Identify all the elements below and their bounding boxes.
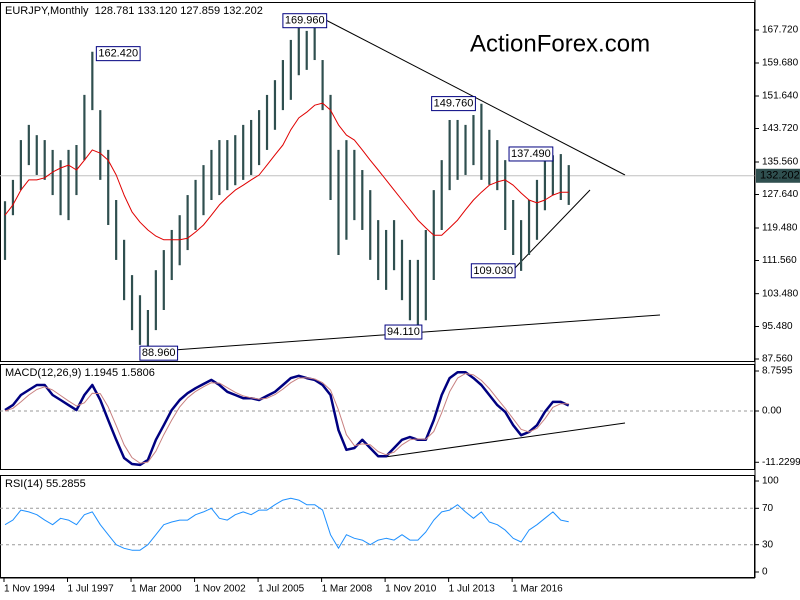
annotation: 94.110	[384, 324, 423, 340]
y-tick-label: 0.00	[762, 406, 782, 417]
y-tick-label: 111.560	[762, 255, 797, 266]
trend-line	[384, 422, 626, 458]
x-tick-label: 1 Nov 1994	[4, 584, 56, 595]
y-tick-label: -11.2299	[762, 457, 800, 468]
pane-title: MACD(12,26,9) 1.1945 1.5806	[5, 367, 155, 379]
y-tick-label: 8.7595	[762, 366, 793, 377]
annotation-box	[470, 263, 516, 279]
annotation-label: 94.110	[387, 326, 420, 338]
x-tick-label: 1 Jul 1997	[68, 584, 115, 595]
annotation-label: 169.960	[285, 15, 325, 27]
y-tick-label: 70	[762, 503, 774, 514]
pane-title: EURJPY,Monthly 128.781 133.120 127.859 1…	[5, 5, 263, 17]
x-tick-label: 1 Nov 2002	[195, 584, 247, 595]
y-tick-label: 100	[762, 476, 779, 487]
y-tick-label: 167.720	[762, 25, 799, 36]
indicator-line	[4, 497, 569, 551]
y-tick-label: 0	[762, 567, 768, 578]
annotation-box	[431, 96, 476, 112]
indicator-line	[4, 370, 570, 467]
annotation-label: 149.760	[434, 98, 474, 110]
x-tick-label: 1 Mar 2000	[131, 584, 182, 595]
y-tick-label: 127.640	[762, 189, 799, 200]
annotation-label: 137.490	[511, 148, 551, 160]
annotation: 149.760	[431, 96, 476, 112]
y-tick-label: 159.680	[762, 58, 799, 69]
trend-line	[319, 16, 626, 176]
pane-title: RSI(14) 55.2855	[5, 478, 86, 490]
last-price-label: 132.202	[760, 170, 800, 182]
y-tick-label: 30	[762, 539, 774, 550]
indicator-line	[4, 102, 569, 241]
y-tick-label: 143.720	[762, 123, 799, 134]
x-tick-label: 1 Jul 2005	[258, 584, 305, 595]
annotation: 169.960	[282, 13, 328, 29]
x-tick-label: 1 Mar 2016	[512, 584, 563, 595]
y-tick-label: 87.560	[762, 354, 793, 365]
y-tick-label: 103.480	[762, 288, 799, 299]
y-tick-label: 135.560	[762, 157, 799, 168]
annotation-label: 162.420	[98, 48, 138, 60]
annotation-box	[282, 13, 328, 29]
annotation-box	[139, 345, 179, 361]
annotation-label: 88.960	[142, 347, 176, 359]
annotation-box	[95, 46, 141, 62]
x-tick-label: 1 Nov 2010	[385, 584, 437, 595]
annotation-label: 109.030	[473, 265, 513, 277]
last-price-box	[756, 168, 800, 183]
indicator-line	[4, 373, 569, 464]
annotation: 88.960	[139, 345, 179, 361]
y-tick-label: 95.480	[762, 321, 793, 332]
watermark: ActionForex.com	[470, 30, 650, 57]
x-tick-label: 1 Mar 2008	[322, 584, 373, 595]
annotation: 137.490	[508, 146, 554, 162]
y-tick-label: 151.640	[762, 91, 799, 102]
annotation: 109.030	[470, 263, 516, 279]
annotation: 162.420	[95, 46, 141, 62]
x-tick-label: 1 Jul 2013	[449, 584, 496, 595]
annotation-box	[508, 146, 554, 162]
annotation-box	[384, 324, 423, 340]
y-tick-label: 119.480	[762, 223, 798, 234]
trend-line	[513, 189, 591, 270]
